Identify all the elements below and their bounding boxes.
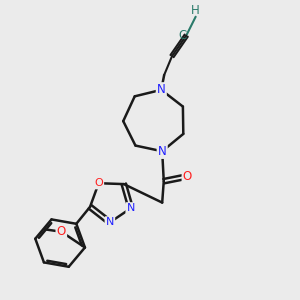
Text: N: N (158, 145, 167, 158)
Text: C: C (178, 29, 187, 42)
Text: N: N (106, 218, 114, 227)
Text: N: N (157, 83, 166, 96)
Text: O: O (183, 170, 192, 183)
Text: H: H (191, 4, 200, 17)
Text: O: O (94, 178, 103, 188)
Text: O: O (57, 225, 66, 238)
Text: N: N (127, 203, 135, 213)
